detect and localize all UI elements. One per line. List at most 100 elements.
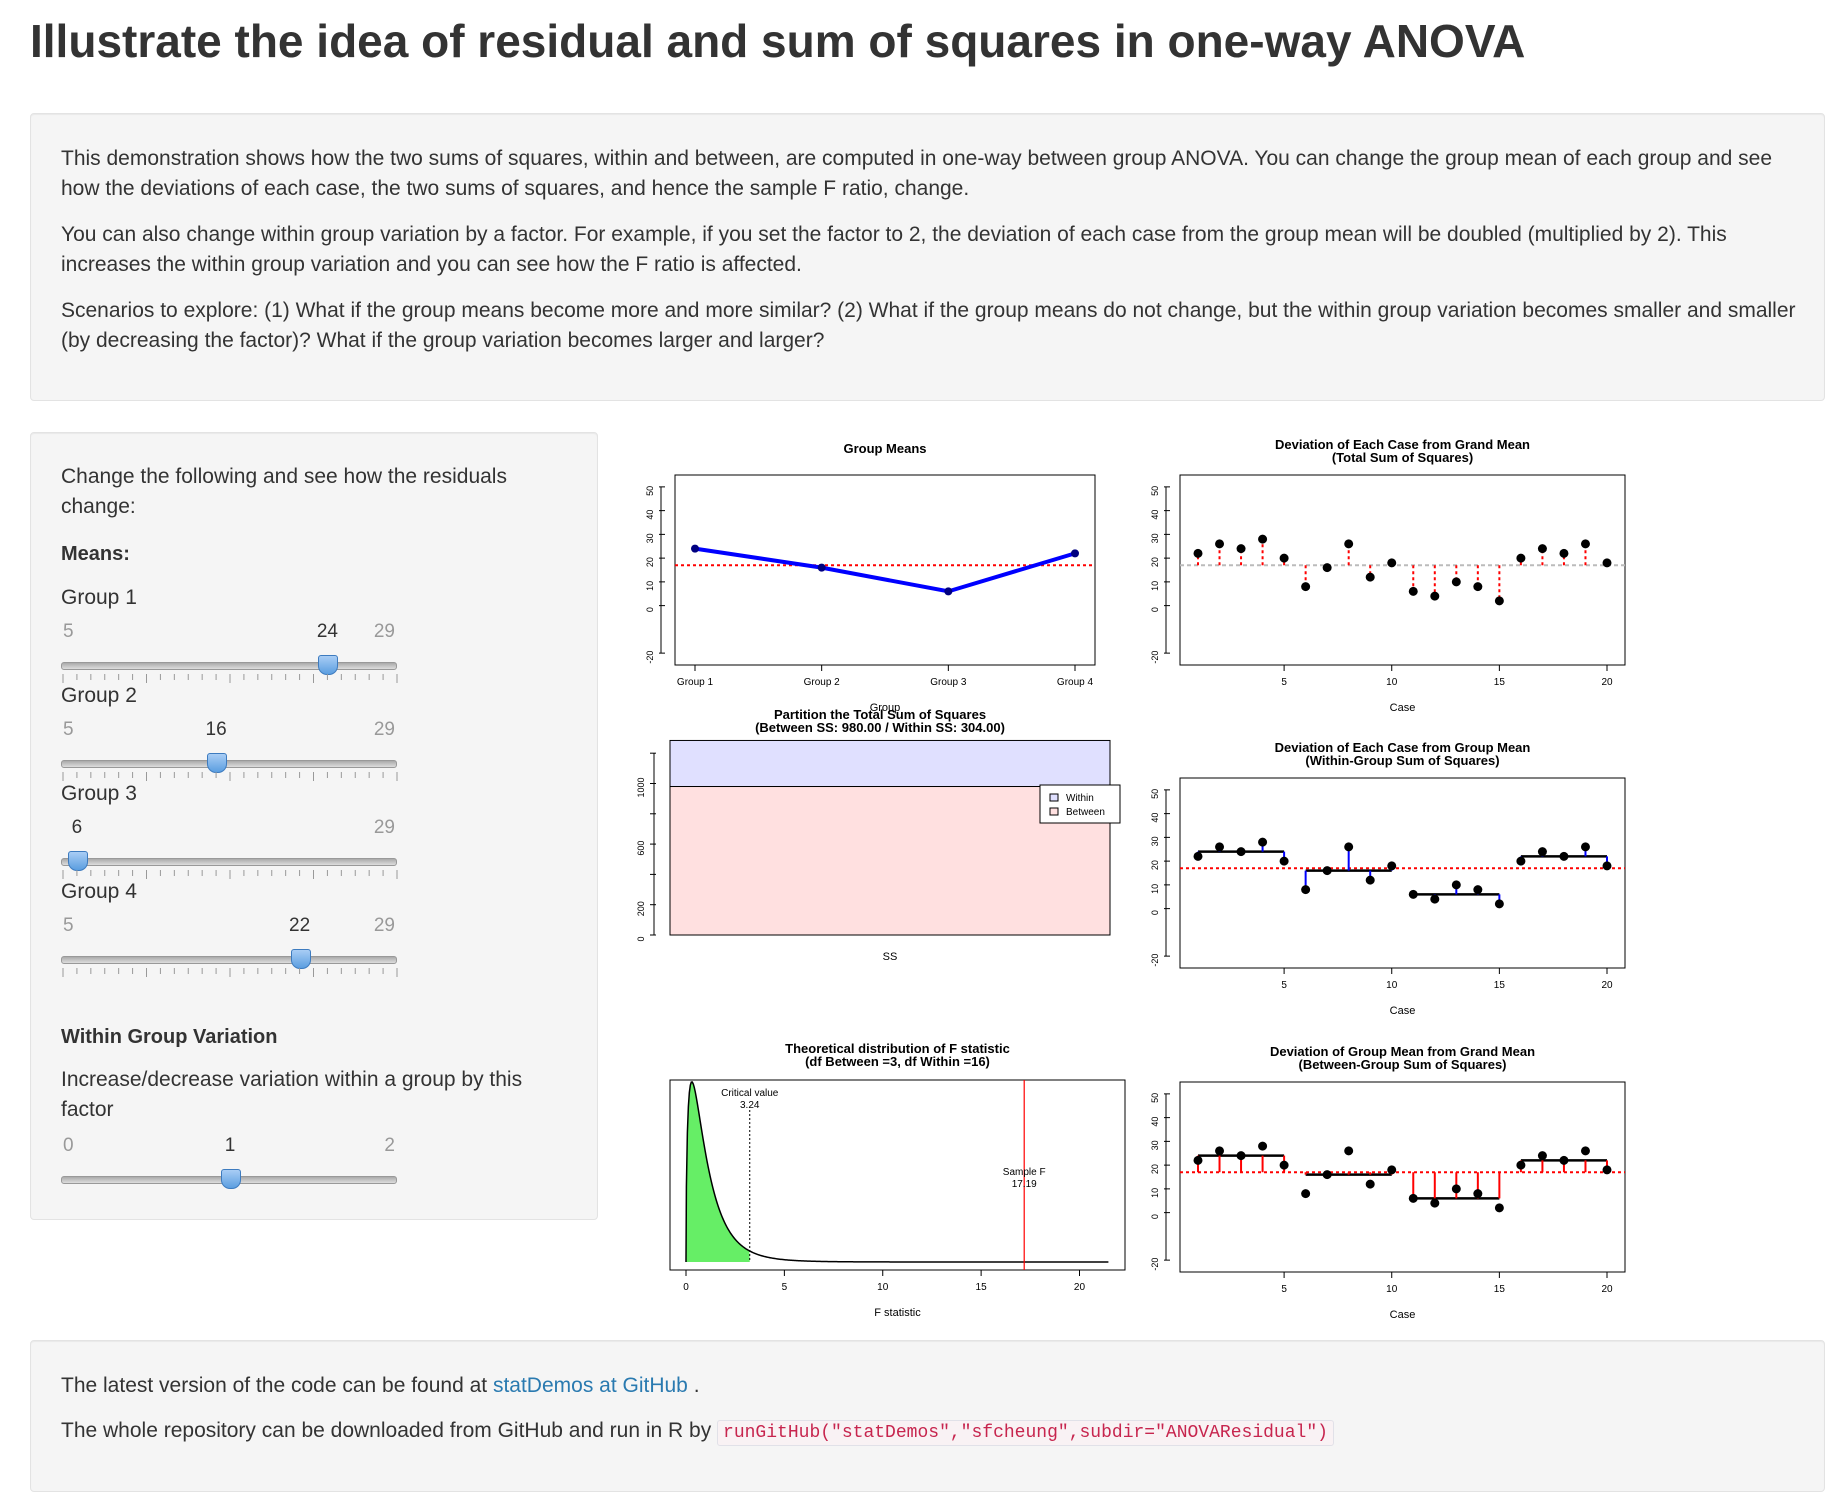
case-point [1236, 847, 1246, 857]
f-dist-frame [669, 1079, 1126, 1271]
partition-ytick: 0 [636, 936, 646, 941]
within-description: Increase/decrease variation within a gro… [61, 1068, 523, 1121]
f-xtick: 0 [683, 1282, 689, 1293]
total-deviation-plot-ytick: 40 [1150, 510, 1160, 520]
legend-within-label: Within [1066, 793, 1094, 804]
within-deviation-plot-xtick: 10 [1386, 980, 1398, 991]
between-deviation-plot-ytick: 50 [1150, 1093, 1160, 1103]
within-heading: Within Group Variation [61, 1026, 278, 1048]
slider-max-label: 29 [373, 719, 395, 740]
case-point [1430, 1198, 1440, 1208]
within-deviation-plot-subtitle: (Within-Group Sum of Squares) [1305, 753, 1499, 768]
case-point [1322, 1170, 1332, 1180]
within-deviation-plot-xlabel: Case [1390, 1005, 1416, 1017]
case-point [1602, 558, 1612, 568]
case-point [1258, 534, 1268, 544]
case-point [1301, 582, 1311, 592]
slider-max-label: 29 [373, 915, 395, 936]
case-point [1408, 586, 1418, 596]
between-deviation-plot-ytick: 20 [1150, 1164, 1160, 1174]
group-means-ytick: 30 [645, 533, 655, 543]
group-2-slider[interactable]: 5 29 16 [61, 719, 401, 781]
between-deviation-plot-xtick: 10 [1386, 1284, 1398, 1295]
between-deviation-plot-ytick: 10 [1150, 1188, 1160, 1198]
case-point [1580, 539, 1590, 549]
slider-value-label: 24 [316, 621, 338, 642]
group-3-slider[interactable]: 29 6 [61, 817, 401, 879]
footer-line1-suffix: . [687, 1374, 700, 1397]
total-deviation-plot-xtick: 15 [1494, 677, 1506, 688]
slider-max-label: 2 [384, 1135, 395, 1156]
slider-min-label: 5 [63, 719, 74, 740]
case-point [1494, 899, 1504, 909]
slider-track[interactable] [61, 858, 397, 866]
slider-ticks [62, 968, 398, 977]
slider-min-label: 0 [63, 1135, 74, 1156]
intro-panel: This demonstration shows how the two sum… [30, 113, 1825, 401]
intro-paragraph-3: Scenarios to explore: (1) What if the gr… [61, 299, 1796, 352]
group-tick-label: Group 3 [930, 677, 967, 688]
case-point [1408, 889, 1418, 899]
f-acceptance-region [686, 1082, 750, 1262]
case-point [1387, 861, 1397, 871]
slider-track[interactable] [61, 956, 397, 964]
group-1-slider[interactable]: 5 29 24 [61, 621, 401, 683]
slider-handle[interactable] [318, 655, 339, 675]
f-xtick: 15 [976, 1282, 988, 1293]
f-xtick: 5 [782, 1282, 788, 1293]
case-point [1451, 880, 1461, 890]
case-point [1193, 548, 1203, 558]
partition-xlabel: SS [883, 951, 898, 963]
intro-paragraph-1: This demonstration shows how the two sum… [61, 147, 1772, 200]
total-deviation-plot-ytick: 10 [1150, 581, 1160, 591]
slider-handle[interactable] [290, 949, 311, 969]
slider-handle[interactable] [221, 1169, 241, 1189]
case-point [1430, 894, 1440, 904]
between-deviation-plot-subtitle: (Between-Group Sum of Squares) [1298, 1057, 1506, 1072]
within-deviation-plot-ytick: 40 [1150, 813, 1160, 823]
group-means-plot-frame [674, 474, 1096, 666]
slider-track[interactable] [61, 760, 397, 768]
footer-panel: The latest version of the code can be fo… [30, 1340, 1825, 1492]
github-link[interactable]: statDemos at GitHub [492, 1374, 688, 1397]
case-point [1258, 1141, 1268, 1151]
legend-between-swatch [1049, 807, 1059, 816]
slider-label-group-4: Group 4 [61, 880, 137, 903]
f-xlabel: F statistic [874, 1307, 921, 1319]
case-point [1494, 1203, 1504, 1213]
page-title: Illustrate the idea of residual and sum … [30, 15, 1526, 67]
f-xtick: 20 [1074, 1282, 1086, 1293]
total-deviation-plot-xlabel: Case [1390, 702, 1416, 714]
legend-between-label: Between [1066, 807, 1105, 818]
group-means-ytick: 50 [645, 486, 655, 496]
intro-paragraph-2: You can also change within group variati… [61, 223, 1727, 276]
case-point [1322, 563, 1332, 573]
case-point [1537, 847, 1547, 857]
slider-track[interactable] [61, 662, 397, 670]
between-deviation-plot-title: Deviation of Group Mean from Grand Mean [1270, 1044, 1535, 1059]
group-4-slider[interactable]: 5 29 22 [61, 915, 401, 977]
total-deviation-plot-title: Deviation of Each Case from Grand Mean [1275, 437, 1530, 452]
partition-subtitle: (Between SS: 980.00 / Within SS: 304.00) [755, 720, 1005, 735]
slider-min-label: 5 [63, 915, 74, 936]
group-means-title: Group Means [843, 441, 926, 456]
group-means-xlabel: Group [870, 702, 901, 714]
total-deviation-plot-ytick: 0 [1150, 607, 1160, 612]
case-point [1215, 1146, 1225, 1156]
slider-handle[interactable] [67, 851, 88, 871]
factor-slider[interactable]: 0 2 1 [61, 1135, 401, 1195]
within-deviation-plot-ytick: 50 [1150, 789, 1160, 799]
within-ss-bar [669, 739, 1111, 788]
slider-value-label: 1 [224, 1135, 236, 1156]
f-xtick: 10 [877, 1282, 889, 1293]
partition-legend [1039, 784, 1121, 824]
total-deviation-plot-xtick: 5 [1281, 677, 1287, 688]
slider-label-group-3: Group 3 [61, 782, 137, 805]
case-point [1193, 1155, 1203, 1165]
total-deviation-plot-xtick: 10 [1386, 677, 1398, 688]
slider-handle[interactable] [207, 753, 228, 773]
within-deviation-plot-title: Deviation of Each Case from Group Mean [1275, 740, 1531, 755]
between-deviation-plot-ytick: 0 [1150, 1214, 1160, 1219]
case-point [1236, 544, 1246, 554]
